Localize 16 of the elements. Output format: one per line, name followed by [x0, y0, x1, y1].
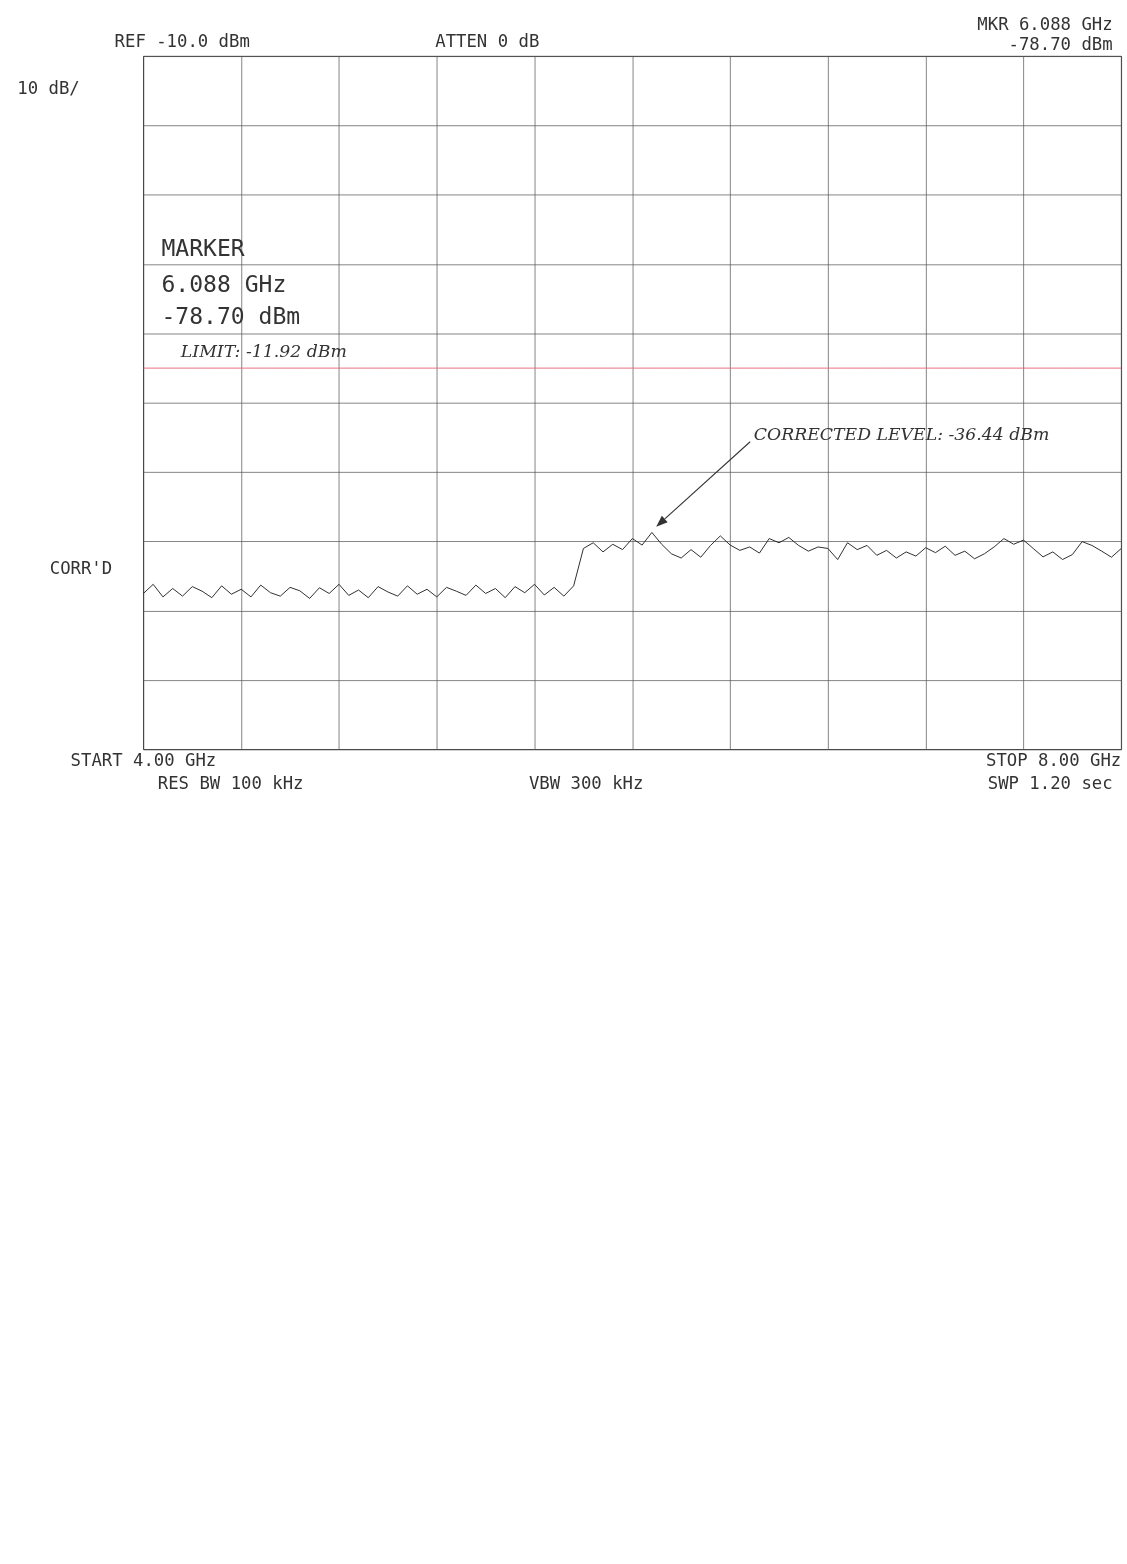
text: VBW 300 kHz: [528, 773, 644, 794]
text: -78.70 dBm: [1008, 34, 1113, 55]
text: START 4.00 GHz: [70, 750, 217, 770]
annotation: CORRECTED LEVEL: -36.44 dBm: [753, 423, 1050, 444]
text: -78.70 dBm: [161, 303, 301, 330]
text: ATTEN 0 dB: [435, 30, 540, 51]
text: MKR 6.088 GHz: [977, 13, 1113, 34]
text: REF -10.0 dBm: [114, 30, 250, 51]
text: STOP 8.00 GHz: [985, 750, 1122, 770]
text: 10 dB/: [17, 77, 80, 98]
text: LIMIT: -11.92 dBm: [179, 340, 347, 361]
text: RES BW 100 kHz: [157, 773, 304, 794]
text: SWP 1.20 sec: [987, 773, 1113, 794]
text: MARKER: [161, 234, 245, 261]
text: CORR'D: [49, 558, 113, 579]
text: 6.088 GHz: [161, 270, 287, 297]
